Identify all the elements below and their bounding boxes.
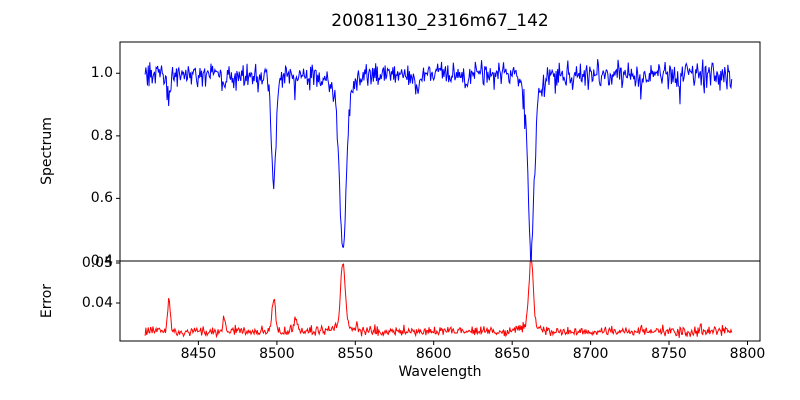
x-tick-label-8450: 8450 <box>180 346 217 362</box>
x-tick-label-8650: 8650 <box>494 346 530 362</box>
x-tick-label-8700: 8700 <box>572 346 609 362</box>
plot-title: 20081130_2316m67_142 <box>331 11 549 31</box>
error-y-axis-label: Error <box>39 283 55 319</box>
x-tick-label-8600: 8600 <box>415 346 452 362</box>
spectrum-y-tick-label-0.8: 0.8 <box>90 127 113 144</box>
spectrum-axes-frame <box>119 41 761 262</box>
spectrum-curve <box>144 59 733 261</box>
x-tick-label-8550: 8550 <box>337 346 374 362</box>
error-y-tick-label-0.04: 0.04 <box>81 295 113 311</box>
tick-marks <box>116 72 748 345</box>
spectrum-y-tick-label-0.4: 0.4 <box>90 253 113 269</box>
error-curve <box>144 261 733 339</box>
spectrum-y-axis-label: Spectrum <box>39 117 55 185</box>
x-tick-label-8750: 8750 <box>651 346 687 362</box>
spectrum-y-tick-label-1.0: 1.0 <box>90 65 113 82</box>
x-axis-label: Wavelength <box>398 364 482 380</box>
error-y-tick-label-0.05: 0.05 <box>81 255 113 271</box>
x-tick-label-8500: 8500 <box>259 346 295 362</box>
spectrum-y-tick-label-0.6: 0.6 <box>90 190 113 207</box>
error-axes-frame <box>119 260 761 342</box>
x-tick-label-8800: 8800 <box>729 346 766 362</box>
